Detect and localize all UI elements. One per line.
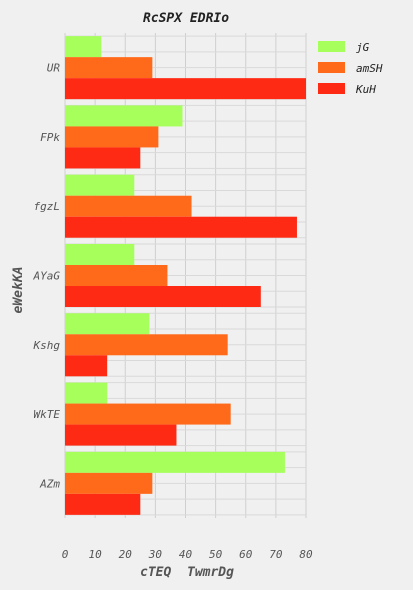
- y-category-label: AZm: [39, 477, 60, 490]
- y-category-labels: UR FPk fgzL AYaG Kshg WkTE AZm: [33, 62, 61, 491]
- x-tick-label: 60: [239, 548, 253, 561]
- bar-KuH-fgzL: [65, 216, 297, 238]
- bar-amSH-FPk: [65, 126, 159, 148]
- x-tick-label: 50: [209, 548, 223, 561]
- bar-jG-FPk: [65, 105, 183, 127]
- bar-KuH-Kshg: [65, 355, 108, 377]
- x-tick-labels: 0 10 20 30 40 50 60 70 80: [62, 548, 313, 561]
- legend-label: KuH: [355, 83, 376, 96]
- y-category-label: WkTE: [34, 408, 61, 421]
- bar-jG-Kshg: [65, 313, 150, 335]
- x-axis-label: cTEQ TwmrDg: [140, 565, 234, 580]
- bar-KuH-AZm: [65, 493, 141, 515]
- x-tick-label: 10: [89, 548, 103, 561]
- bar-amSH-UR: [65, 57, 153, 79]
- x-tick-label: 70: [269, 548, 283, 561]
- bar-amSH-Kshg: [65, 334, 228, 356]
- legend-swatch: [318, 62, 345, 73]
- bar-KuH-FPk: [65, 147, 141, 169]
- legend-swatch: [318, 83, 345, 94]
- y-category-label: AYaG: [33, 270, 61, 283]
- y-category-label: UR: [47, 62, 61, 75]
- bar-amSH-fgzL: [65, 195, 192, 217]
- x-tick-label: 20: [119, 548, 133, 561]
- x-tick-label: 80: [299, 548, 313, 561]
- legend-label: amSH: [356, 62, 383, 75]
- bar-jG-WkTE: [65, 382, 108, 404]
- bar-amSH-AYaG: [65, 265, 168, 286]
- y-category-label: fgzL: [34, 200, 61, 213]
- bar-amSH-AZm: [65, 472, 153, 494]
- legend: jG amSH KuH: [318, 41, 383, 96]
- bar-KuH-AYaG: [65, 286, 261, 307]
- chart-title: RcSPX EDRIo: [143, 11, 229, 26]
- legend-label: jG: [356, 41, 370, 54]
- bar-jG-AZm: [65, 451, 285, 473]
- bar-layer: [65, 36, 306, 515]
- x-tick-label: 0: [62, 548, 69, 561]
- y-axis-label: eWekKA: [11, 267, 26, 314]
- x-tick-label: 30: [148, 548, 163, 561]
- bar-jG-UR: [65, 36, 102, 58]
- y-category-label: FPk: [40, 131, 60, 144]
- y-category-label: Kshg: [33, 339, 61, 352]
- bar-KuH-UR: [65, 78, 306, 100]
- bar-KuH-WkTE: [65, 424, 177, 446]
- x-tick-label: 40: [179, 548, 193, 561]
- bar-jG-fgzL: [65, 174, 135, 196]
- legend-swatch: [318, 41, 345, 52]
- bar-jG-AYaG: [65, 244, 135, 265]
- bar-amSH-WkTE: [65, 403, 231, 425]
